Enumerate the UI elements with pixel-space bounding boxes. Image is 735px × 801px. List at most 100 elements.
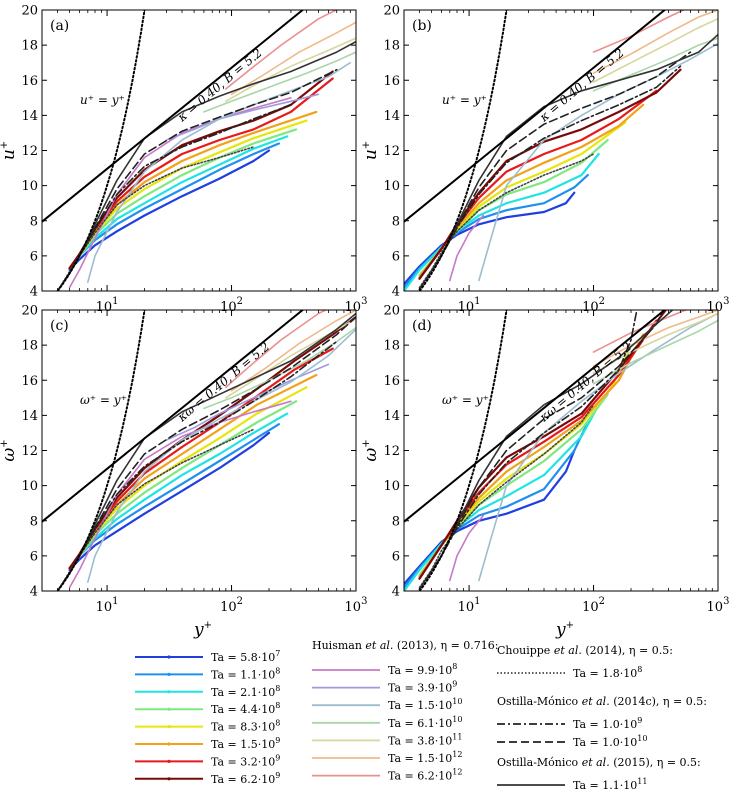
series-line-h6 (230, 310, 356, 392)
viscous-law-annotation: u⁺ = y⁺ (442, 93, 487, 107)
axes-frame (403, 309, 719, 592)
series-line-h6 (230, 21, 356, 96)
legend-entry-dns: Ta = 2.1·108 (211, 684, 280, 699)
y-tick-label: 14 (21, 409, 38, 424)
y-tick-label: 6 (392, 249, 400, 264)
legend-entry-dns: Ta = 4.4·108 (211, 701, 280, 716)
panel-label: (b) (412, 18, 432, 34)
y-tick-label: 12 (21, 144, 38, 159)
log-law-annotation: κ = 0.40, B = 5.2 (536, 46, 627, 125)
y-tick-label: 4 (392, 585, 400, 600)
x-axis-label: y+ (555, 620, 574, 640)
y-tick-label: 20 (21, 4, 38, 19)
y-tick-label: 6 (392, 549, 400, 564)
y-tick-label: 16 (383, 74, 400, 89)
panel-1: 4 6 8 10 12 14 16 18 20 101 102 103 (b) u+ u⁺ = y⁺ κ = … (361, 4, 730, 316)
y-tick-label: 12 (21, 444, 38, 459)
x-tick-label: 101 (458, 296, 481, 315)
x-tick-label: 102 (220, 596, 243, 615)
axes-frame (403, 9, 719, 292)
series-line-o2 (56, 68, 338, 291)
legend-marker-d6 (167, 742, 171, 746)
panel-label: (d) (412, 318, 432, 334)
y-tick-label: 10 (21, 479, 38, 494)
panel-label: (a) (50, 18, 69, 34)
y-tick-label: 18 (383, 39, 400, 54)
legend-entry-ostilla-2015: Ta = 1.1·1011 (573, 777, 647, 792)
series-line-h5 (592, 17, 718, 83)
series-line-h7 (225, 10, 339, 90)
legend-entry-huisman: Ta = 9.9·108 (388, 662, 457, 677)
series-line-h7 (592, 10, 686, 53)
series-line-h1 (68, 97, 292, 289)
series-line-h3 (87, 328, 356, 584)
y-tick-label: 16 (21, 74, 38, 89)
series-line-d3 (404, 403, 600, 591)
series-line-h2 (165, 93, 320, 141)
y-tick-label: 8 (392, 514, 400, 529)
y-axis-label: ω+ (0, 439, 19, 461)
series-line-d4 (418, 138, 609, 277)
y-tick-label: 10 (383, 179, 400, 194)
series-line-h1 (448, 214, 485, 282)
x-tick-label: 102 (220, 296, 243, 315)
legend-marker-d2 (167, 672, 171, 677)
y-tick-label: 20 (383, 304, 400, 319)
series-line-c1 (418, 403, 595, 589)
series-line-d1 (68, 149, 271, 271)
legend-entry-huisman: Ta = 6.2·1012 (388, 768, 462, 783)
viscous-law-annotation: ω⁺ = y⁺ (442, 393, 489, 407)
y-tick-label: 14 (21, 109, 38, 124)
log-law-line (404, 10, 667, 223)
series-line-h3 (478, 42, 718, 282)
x-tick-label: 103 (707, 296, 730, 315)
legend-marker-d3 (167, 690, 171, 694)
series-line-h3 (478, 312, 718, 582)
plot-area (404, 10, 718, 291)
plot-area (404, 310, 718, 591)
legend-title-ostilla-2015: Ostilla-Mónico et al. (2015), η = 0.5: (497, 756, 701, 769)
viscous-law-line (418, 10, 508, 291)
legend-entry-huisman: Ta = 1.5·1010 (388, 697, 462, 712)
log-law-line (42, 10, 305, 223)
x-tick-label: 101 (458, 596, 481, 615)
y-tick-label: 12 (383, 144, 400, 159)
legend-entry-ostilla-2014: Ta = 1.0·109 (573, 716, 642, 731)
series-line-d6 (418, 333, 645, 579)
legend-entry-chouippe: Ta = 1.8·108 (573, 665, 642, 680)
y-tick-label: 16 (21, 374, 38, 389)
y-tick-label: 16 (383, 374, 400, 389)
y-tick-label: 8 (392, 214, 400, 229)
series-line-d3 (404, 152, 600, 291)
series-line-d6 (418, 103, 645, 278)
y-axis-label: u+ (0, 141, 19, 160)
y-tick-label: 4 (30, 285, 38, 300)
legend-entry-huisman: Ta = 3.9·109 (388, 680, 457, 695)
series-line-d3 (68, 412, 289, 570)
x-tick-label: 103 (345, 596, 368, 615)
viscous-law-line (56, 10, 146, 291)
x-axis-label: y+ (193, 620, 212, 640)
series-line-h1 (448, 514, 485, 582)
series-line-d4 (68, 400, 298, 570)
y-tick-label: 18 (383, 339, 400, 354)
y-tick-label: 12 (383, 444, 400, 459)
series-line-h5 (592, 312, 718, 375)
y-tick-label: 4 (392, 285, 400, 300)
viscous-law-line (56, 310, 146, 591)
legend-marker-d5 (167, 725, 171, 729)
plot-area (42, 10, 356, 291)
legend-title-ostilla-2014: Ostilla-Mónico et al. (2014c), η = 0.5: (497, 695, 707, 708)
series-line-o3 (418, 310, 674, 591)
viscous-law-annotation: u⁺ = y⁺ (80, 93, 125, 107)
legend-entry-dns: Ta = 5.8·107 (211, 649, 280, 664)
legend-entry-huisman: Ta = 6.1·1010 (388, 715, 462, 730)
legend-entry-dns: Ta = 8.3·108 (211, 719, 280, 734)
x-tick-label: 101 (96, 596, 119, 615)
legend-marker-d1 (167, 655, 171, 659)
y-tick-label: 10 (21, 179, 38, 194)
series-line-d5 (418, 351, 630, 579)
